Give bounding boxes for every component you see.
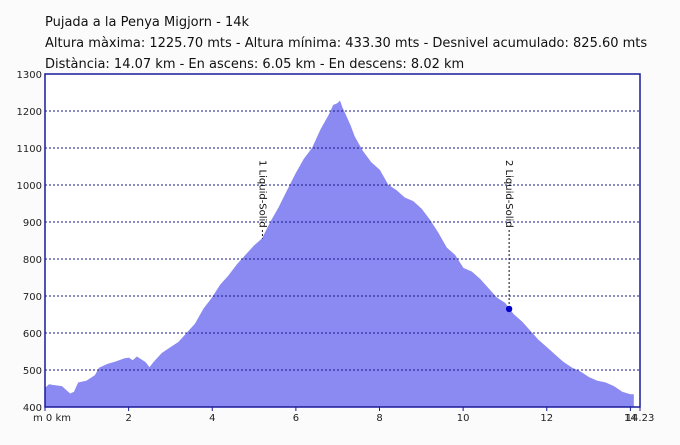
waypoint-label-2: 2 Liquid-Solid	[503, 160, 514, 228]
plot-frame	[44, 73, 641, 408]
x-tick-label-6: 12	[540, 413, 553, 424]
y-tick-label-900: 900	[23, 218, 42, 229]
y-tick-label-700: 700	[23, 292, 42, 303]
y-tick-label-1300: 1300	[17, 70, 42, 81]
y-tick-label-600: 600	[23, 329, 42, 340]
y-tick-label-400: 400	[23, 403, 42, 414]
chart-header: Pujada a la Penya Migjorn - 14k Altura m…	[45, 12, 647, 75]
x-tick-label-4: 8	[376, 413, 382, 424]
x-tick-label-5: 10	[457, 413, 470, 424]
y-tick-label-1000: 1000	[17, 181, 42, 192]
y-tick-label-1100: 1100	[17, 144, 42, 155]
waypoint-marker-2	[505, 305, 513, 313]
elevation-area	[44, 100, 634, 408]
y-tick-label-800: 800	[23, 255, 42, 266]
route-title: Pujada a la Penya Migjorn - 14k	[45, 15, 250, 30]
x-tick-label-2: 4	[209, 413, 215, 424]
x-tick-label-3: 6	[293, 413, 299, 424]
distance-summary: Distància: 14.07 km - En ascens: 6.05 km…	[45, 57, 465, 72]
x-tick-label-7: 14	[624, 413, 637, 424]
waypoint-label-1: 1 Liquid-Solid	[256, 160, 267, 228]
x-tick-label-8: 14.23	[626, 413, 655, 424]
altitude-summary: Altura màxima: 1225.70 mts - Altura míni…	[45, 36, 648, 51]
x-tick-label-1: 2	[125, 413, 131, 424]
y-tick-label-500: 500	[23, 366, 42, 377]
x-tick-label-0: m 0 km	[33, 413, 71, 424]
y-tick-label-1200: 1200	[17, 107, 42, 118]
